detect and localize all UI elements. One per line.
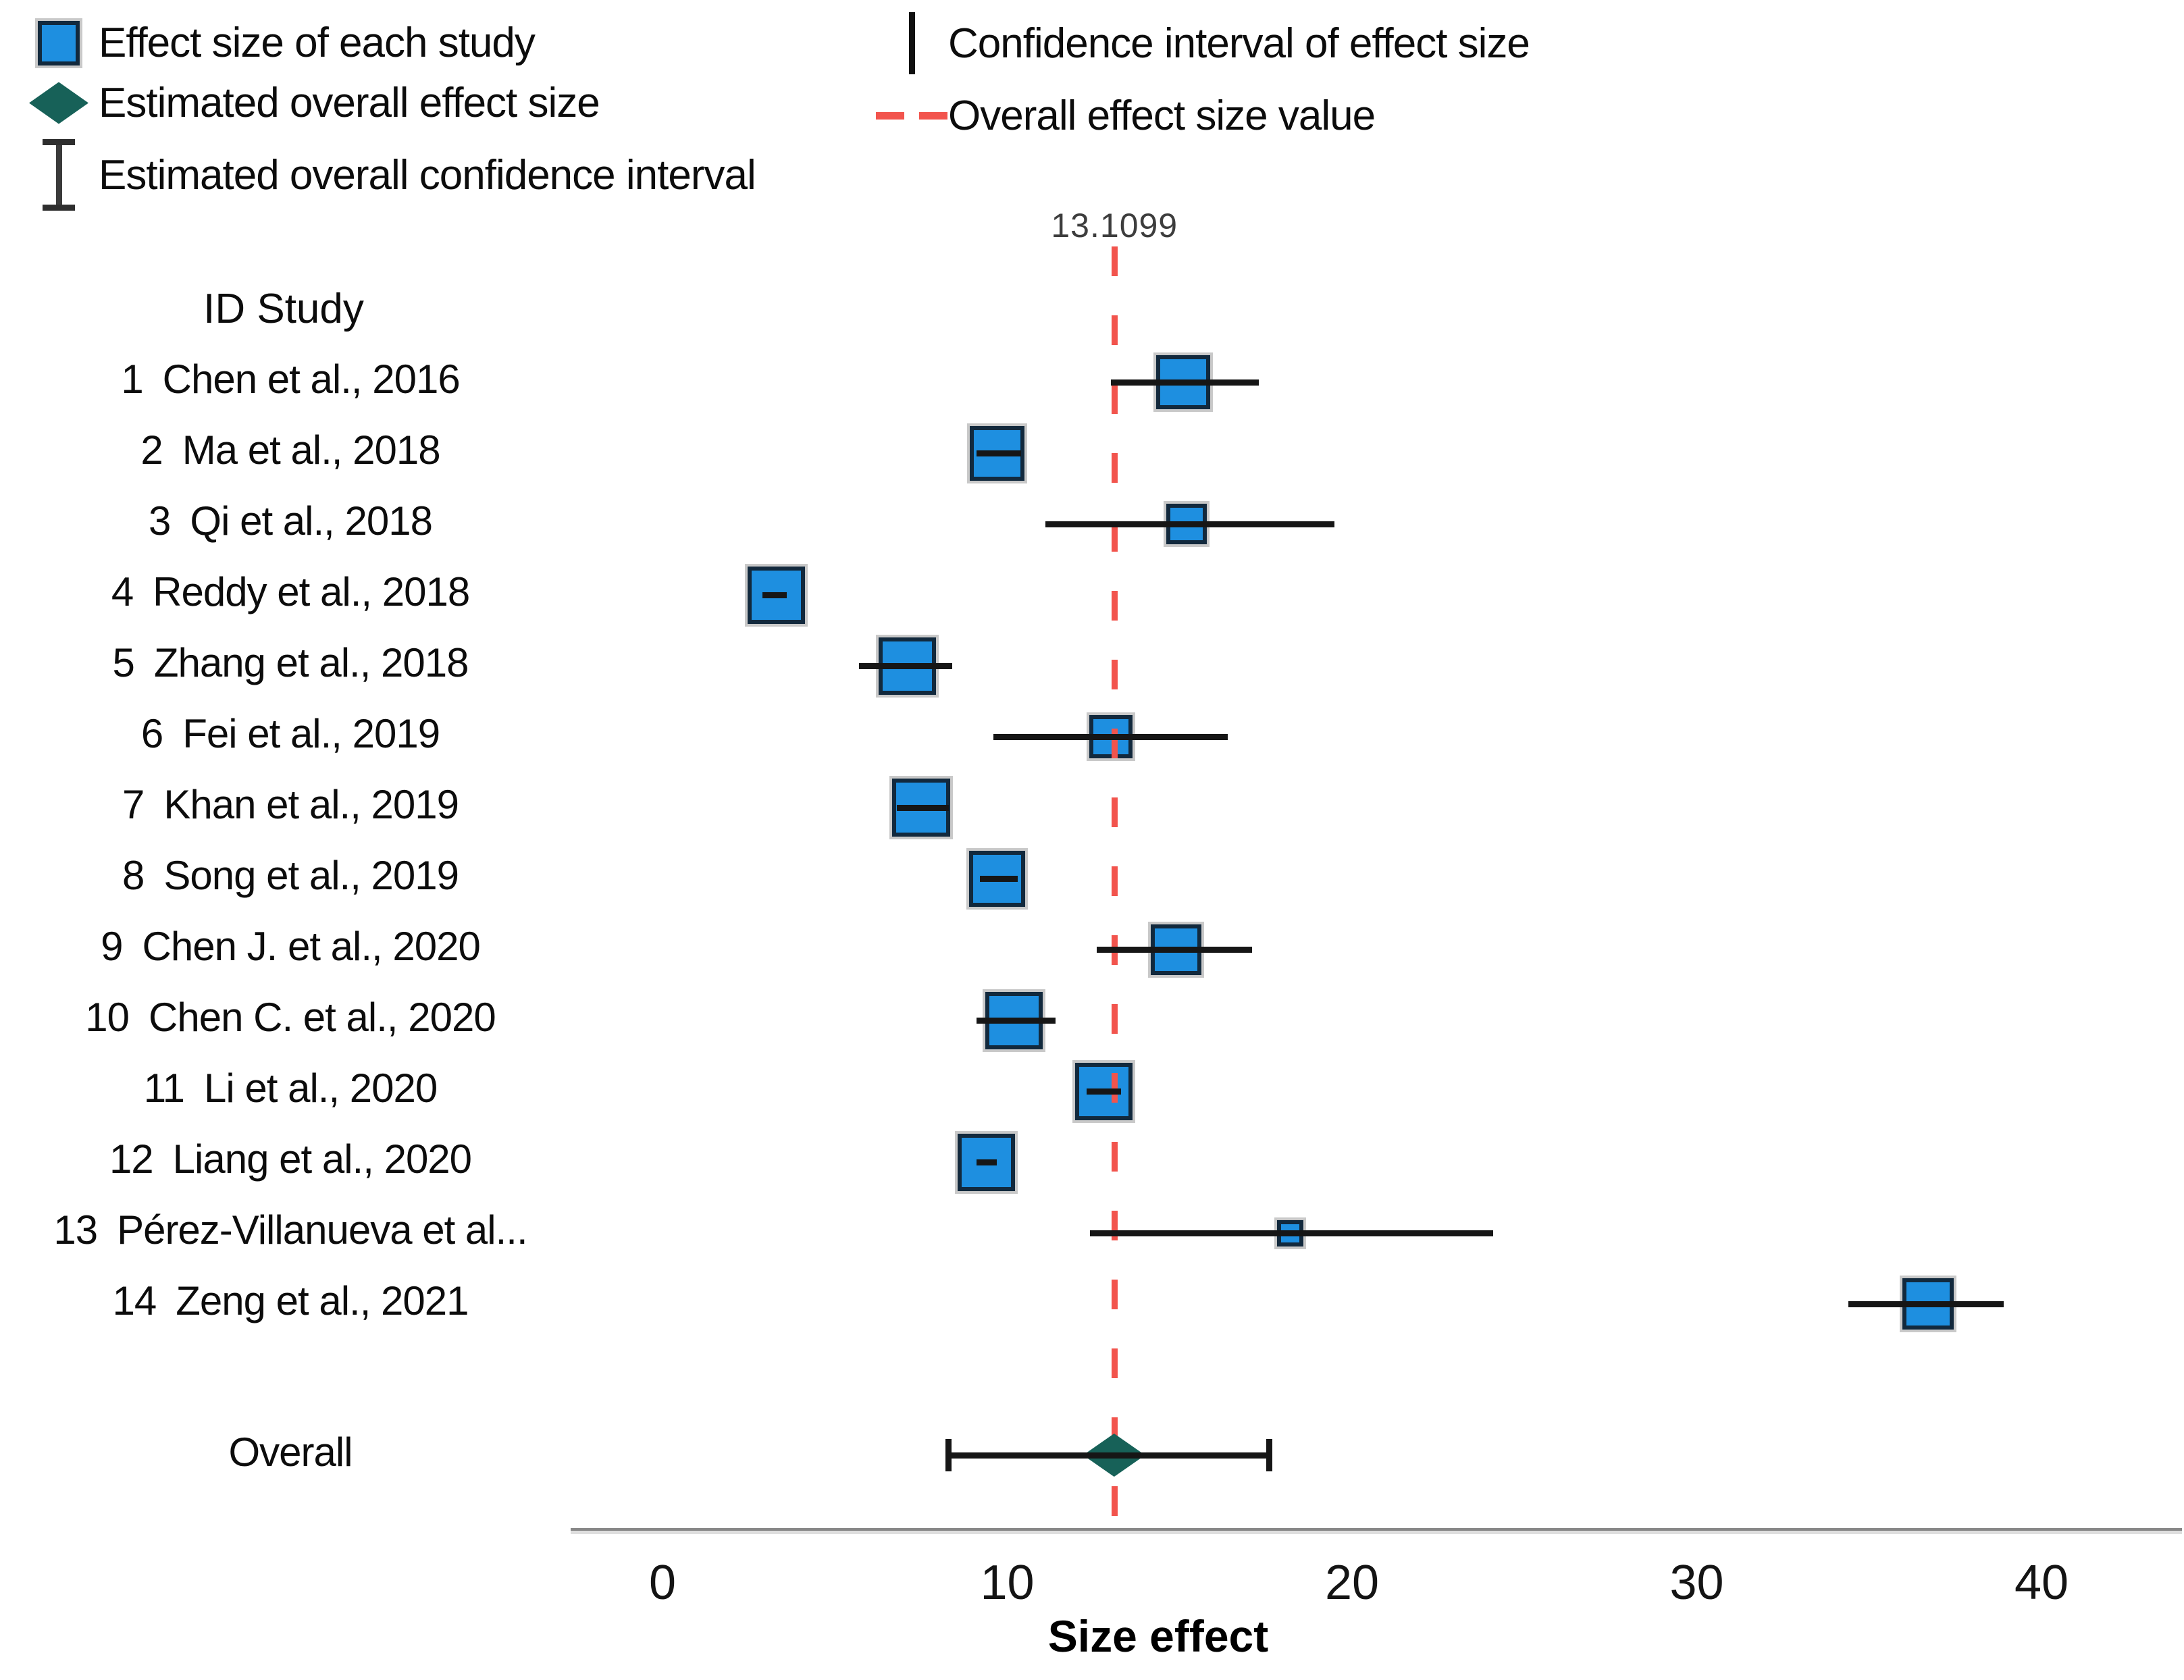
x-tick-20: 20 [1324, 1556, 1380, 1610]
x-tick-30: 30 [1669, 1556, 1724, 1610]
confidence-interval-5 [858, 662, 952, 669]
legend-item-effect-size: Effect size of each study [19, 19, 756, 67]
ci-line-icon [908, 12, 915, 74]
overall-ci-cap-right [1266, 1439, 1272, 1471]
legend-left: Effect size of each study Estimated over… [19, 19, 756, 211]
study-label-1: 1 Chen et al., 2016 [121, 357, 460, 402]
confidence-interval-9 [1097, 946, 1252, 953]
overall-ci-cap-left [945, 1439, 952, 1471]
legend-label: Estimated overall confidence interval [99, 151, 756, 199]
overall-effect-value-label: 13.1099 [1051, 207, 1178, 244]
legend-item-overall-ci: Estimated overall confidence interval [19, 139, 756, 211]
study-label-7: 7 Khan et al., 2019 [122, 782, 459, 827]
legend-label: Estimated overall effect size [99, 80, 600, 126]
study-label-8: 8 Song et al., 2019 [122, 853, 459, 898]
confidence-interval-10 [976, 1017, 1056, 1024]
study-square-icon [38, 20, 80, 65]
x-tick-10: 10 [980, 1556, 1035, 1610]
legend-label: Effect size of each study [99, 20, 536, 66]
study-label-3: 3 Qi et al., 2018 [149, 498, 433, 544]
overall-ci-bar-icon [43, 139, 75, 211]
column-header-id-study: ID Study [203, 286, 364, 332]
study-label-5: 5 Zhang et al., 2018 [112, 640, 469, 685]
x-tick-40: 40 [2014, 1556, 2069, 1610]
x-axis-line [571, 1528, 2182, 1534]
overall-confidence-interval [948, 1452, 1270, 1459]
study-label-6: 6 Fei et al., 2019 [140, 711, 440, 756]
confidence-interval-14 [1848, 1301, 2004, 1307]
study-label-2: 2 Ma et al., 2018 [140, 427, 440, 473]
confidence-interval-6 [993, 733, 1228, 740]
confidence-interval-4 [762, 592, 787, 598]
overall-label: Overall [228, 1429, 353, 1475]
confidence-interval-8 [979, 875, 1018, 882]
study-label-10: 10 Chen C. et al., 2020 [85, 995, 496, 1040]
legend-right: Confidence interval of effect size Overa… [875, 12, 1530, 140]
study-label-14: 14 Zeng et al., 2021 [112, 1278, 469, 1323]
x-axis-title: Size effect [1047, 1611, 1269, 1661]
legend-item-overall-effect: Estimated overall effect size [19, 79, 756, 127]
study-label-4: 4 Reddy et al., 2018 [111, 569, 470, 614]
confidence-interval-1 [1110, 379, 1259, 386]
x-tick-0: 0 [648, 1556, 677, 1610]
overall-dash-icon [876, 112, 947, 120]
study-label-12: 12 Liang et al., 2020 [109, 1136, 472, 1182]
legend-label: Overall effect size value [948, 93, 1376, 139]
study-label-13: 13 Pérez-Villanueva et al... [53, 1207, 527, 1253]
legend-item-overall-value: Overall effect size value [875, 92, 1530, 140]
legend-item-ci-line: Confidence interval of effect size [875, 12, 1530, 74]
overall-effect-dashed-line [1111, 246, 1118, 1528]
study-label-11: 11 Li et al., 2020 [143, 1066, 438, 1111]
confidence-interval-11 [1086, 1088, 1121, 1095]
study-label-9: 9 Chen J. et al., 2020 [101, 924, 481, 969]
confidence-interval-2 [976, 450, 1021, 456]
confidence-interval-7 [897, 804, 949, 811]
confidence-interval-3 [1045, 521, 1335, 527]
legend-label: Confidence interval of effect size [948, 20, 1530, 67]
confidence-interval-13 [1090, 1230, 1494, 1236]
confidence-interval-12 [976, 1159, 997, 1165]
